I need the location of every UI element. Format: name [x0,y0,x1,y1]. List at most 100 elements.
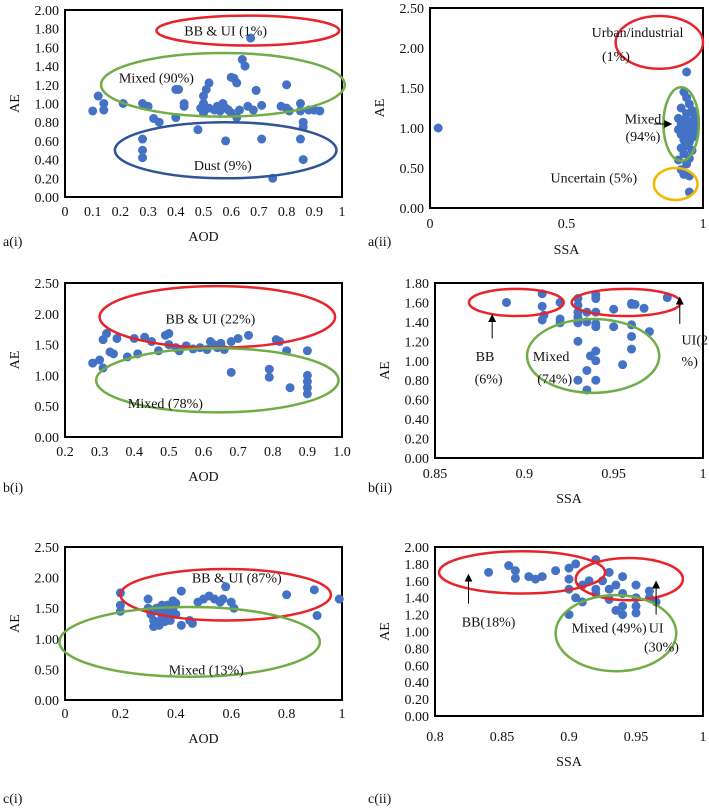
cluster-ellipse-red [155,14,341,47]
x-tick-label: 0.85 [423,467,448,482]
y-tick-label: 1.80 [405,558,430,573]
data-point [627,331,637,341]
y-tick-label: 0.00 [35,694,60,709]
x-tick-label: 0.2 [112,707,130,722]
cluster-ellipse-green [525,317,661,395]
y-tick-label: 0.80 [405,642,430,657]
data-point [302,389,312,399]
y-tick-label: 2.00 [35,4,60,19]
y-tick-label: 1.50 [35,602,60,617]
x-tick-label: 0.5 [160,445,178,460]
y-tick-label: 1.40 [405,592,430,607]
panel-label: a(i) [3,235,23,250]
y-tick-label: 1.00 [400,122,425,137]
y-tick-label: 1.00 [405,355,430,370]
y-tick-label: 2.00 [405,541,430,556]
data-point [591,356,601,366]
data-point [164,329,174,339]
x-tick-label: 0 [62,707,69,722]
annotation-label: BB & UI (1%) [184,25,267,40]
data-point [235,105,245,115]
plot-frame [429,7,704,209]
x-tick-label: 0 [62,205,69,220]
data-point [690,117,700,127]
data-point [604,567,614,577]
y-tick-label: 2.00 [35,308,60,323]
data-point [627,344,637,354]
annotation-label: BB & UI (87%) [192,572,282,587]
y-tick-label: 0.60 [405,659,430,674]
data-point [99,99,109,108]
chart-panel-a(i): 0 0.1 0.2 0.3 0.4 0.5 0.6 0.7 0.8 0.9 1 0.00 0.20 0.4… [3,4,347,250]
x-tick-label: 0.5 [558,217,576,232]
panel-label: a(ii) [368,235,392,250]
y-tick-label: 0.40 [405,676,430,691]
data-point [573,375,583,385]
y-axis-label: AE [8,351,23,370]
y-tick-label: 0.80 [35,116,60,131]
x-axis-label: AOD [188,230,218,245]
data-point [537,301,547,311]
data-point [564,574,574,584]
y-tick-label: 2.00 [400,42,425,57]
x-axis-label: SSA [554,243,581,258]
cluster-ellipse-blue [113,120,338,180]
data-point [315,106,325,116]
y-tick-label: 0.00 [405,710,430,725]
y-tick-label: 2.00 [35,572,60,587]
annotation-label: Mixed (13%) [169,663,244,678]
data-point [179,101,189,111]
x-tick-label: 1.0 [333,445,351,460]
data-point [571,593,581,603]
y-tick-label: 2.50 [35,277,60,292]
data-point [571,559,581,569]
data-point [244,330,254,340]
x-tick-label: 0.3 [139,205,157,220]
y-tick-label: 0.50 [400,162,425,177]
chart-panel-b(ii): 0.85 0.9 0.95 1 0.00 0.20 0.40 0.60 0.80 1.00 1.20… [368,277,709,507]
y-tick-label: 1.00 [35,633,60,648]
y-axis-label: AE [8,614,23,633]
cluster-ellipse-red [614,14,705,71]
y-tick-label: 0.20 [405,433,430,448]
y-tick-label: 1.50 [35,339,60,354]
data-point [537,315,547,325]
x-tick-label: 0.8 [264,445,282,460]
data-point [112,333,122,343]
data-point [282,590,292,600]
data-point [226,337,236,347]
data-point [193,125,203,135]
y-tick-label: 1.80 [35,23,60,38]
data-point [248,105,258,115]
y-tick-label: 0.00 [35,191,60,206]
data-point [154,117,164,127]
data-point [631,608,641,618]
y-tick-label: 1.60 [405,575,430,590]
y-tick-label: 1.60 [405,296,430,311]
y-axis-label: AE [8,94,23,113]
panel-label: c(ii) [368,792,392,807]
data-point [618,360,628,370]
cluster-ellipse-green [94,347,340,414]
y-axis-label: AE [378,361,393,380]
data-point [302,383,312,393]
data-point [510,573,520,583]
cluster-ellipse-red [119,567,333,622]
x-tick-label: 1 [339,707,346,722]
cluster-ellipse-orange [652,166,699,202]
cluster-ellipse-green [58,605,322,678]
data-point [312,611,322,621]
data-point [298,155,308,165]
plot-frame [434,282,704,459]
y-tick-label: 1.00 [35,369,60,384]
panel-label: b(ii) [368,481,392,496]
x-tick-label: 0.8 [278,707,296,722]
data-point [682,159,692,169]
x-tick-label: 0.7 [250,205,268,220]
data-point [302,377,312,387]
data-point [221,136,231,146]
data-point [591,322,601,332]
x-tick-label: 0.85 [490,730,515,745]
y-tick-label: 0.50 [35,663,60,678]
x-axis-label: SSA [556,492,583,507]
